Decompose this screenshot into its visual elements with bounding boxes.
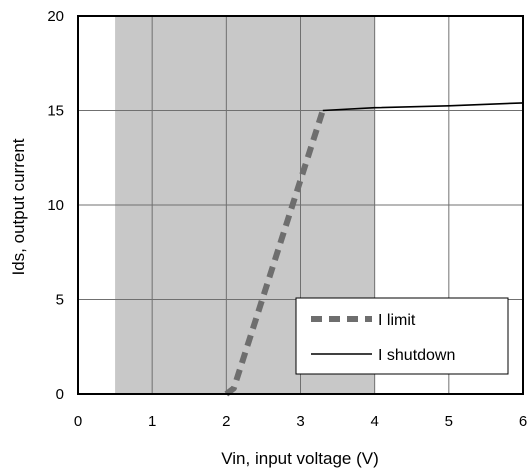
x-tick-label-4: 4 [370, 413, 378, 430]
x-tick-label-2: 2 [222, 413, 230, 430]
y-tick-label-15: 15 [47, 103, 64, 120]
x-tick-label-6: 6 [519, 413, 527, 430]
y-axis-label: Ids, output current [9, 138, 28, 275]
x-tick-label-0: 0 [74, 413, 82, 430]
legend-label-i-shutdown: I shutdown [378, 347, 455, 364]
y-tick-label-20: 20 [47, 8, 64, 25]
legend-label-i-limit: I limit [378, 312, 416, 329]
series-layer [224, 102, 524, 397]
tick-label-layer: 0 1 2 3 4 5 6 0 5 10 15 20 [47, 8, 527, 430]
x-tick-label-3: 3 [296, 413, 304, 430]
legend: I limit I shutdown [295, 297, 509, 375]
y-tick-label-10: 10 [47, 197, 64, 214]
x-axis-label: Vin, input voltage (V) [221, 449, 379, 468]
y-tick-label-5: 5 [56, 292, 64, 309]
series-line-1 [322, 102, 524, 112]
plot-frame [77, 15, 524, 395]
legend-box [295, 297, 509, 375]
y-tick-label-0: 0 [56, 386, 64, 403]
series-line-0 [224, 109, 326, 397]
x-tick-label-5: 5 [445, 413, 453, 430]
x-tick-label-1: 1 [148, 413, 156, 430]
